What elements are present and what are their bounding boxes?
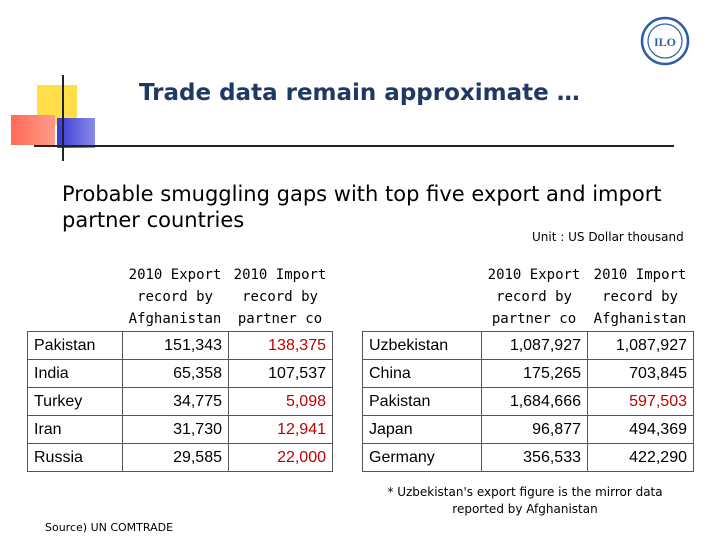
table-row: Turkey 34,775 5,098 — [27, 387, 333, 416]
source-note: Source) UN COMTRADE — [45, 521, 174, 534]
right-trade-table: Uzbekistan 1,087,927 1,087,927 China 175,265… — [362, 331, 694, 472]
import-value-cell: 138,375 — [228, 331, 333, 360]
export-value-cell: 65,358 — [122, 359, 229, 388]
footnote: * Uzbekistan's export figure is the mirr… — [387, 485, 663, 516]
country-cell: Germany — [362, 443, 482, 472]
ilo-logo: ILO — [640, 16, 690, 66]
table-row: Japan 96,877 494,369 — [362, 415, 694, 444]
country-cell: India — [27, 359, 123, 388]
left-trade-table: Pakistan 151,343 138,375 India 65,358 107,537… — [27, 331, 333, 472]
export-value-cell: 1,087,927 — [481, 331, 588, 360]
logo-text: ILO — [654, 35, 676, 49]
import-value-cell: 107,537 — [228, 359, 333, 388]
table-row: Pakistan 1,684,666 597,503 — [362, 387, 694, 416]
import-value-cell: 12,941 — [228, 415, 333, 444]
table-row: China 175,265 703,845 — [362, 359, 694, 388]
import-value-cell: 22,000 — [228, 443, 333, 472]
country-cell: Turkey — [27, 387, 123, 416]
slide-title: Trade data remain approximate … — [139, 80, 580, 106]
export-value-cell: 356,533 — [481, 443, 588, 472]
decor-vertical-line — [62, 75, 64, 161]
export-value-cell: 151,343 — [122, 331, 229, 360]
table-row: Iran 31,730 12,941 — [27, 415, 333, 444]
country-cell: Pakistan — [27, 331, 123, 360]
left-header-import: 2010 Import record by partner co — [233, 267, 327, 327]
table-row: Russia 29,585 22,000 — [27, 443, 333, 472]
country-cell: Pakistan — [362, 387, 482, 416]
country-cell: Iran — [27, 415, 123, 444]
decor-red-square — [11, 115, 55, 145]
right-header-export: 2010 Export record by partner co — [487, 267, 581, 327]
import-value-cell: 1,087,927 — [587, 331, 694, 360]
table-row: India 65,358 107,537 — [27, 359, 333, 388]
export-value-cell: 96,877 — [481, 415, 588, 444]
export-value-cell: 175,265 — [481, 359, 588, 388]
import-value-cell: 494,369 — [587, 415, 694, 444]
table-row: Germany 356,533 422,290 — [362, 443, 694, 472]
right-header-import: 2010 Import record by Afghanistan — [593, 267, 687, 327]
import-value-cell: 422,290 — [587, 443, 694, 472]
export-value-cell: 34,775 — [122, 387, 229, 416]
country-cell: Uzbekistan — [362, 331, 482, 360]
export-value-cell: 1,684,666 — [481, 387, 588, 416]
decor-horizontal-line — [34, 145, 674, 147]
import-value-cell: 5,098 — [228, 387, 333, 416]
unit-label: Unit : US Dollar thousand — [532, 230, 684, 244]
export-value-cell: 29,585 — [122, 443, 229, 472]
country-cell: Japan — [362, 415, 482, 444]
slide-subtitle: Probable smuggling gaps with top five ex… — [62, 182, 662, 232]
country-cell: China — [362, 359, 482, 388]
country-cell: Russia — [27, 443, 123, 472]
table-row: Pakistan 151,343 138,375 — [27, 331, 333, 360]
import-value-cell: 597,503 — [587, 387, 694, 416]
table-row: Uzbekistan 1,087,927 1,087,927 — [362, 331, 694, 360]
export-value-cell: 31,730 — [122, 415, 229, 444]
left-header-export: 2010 Export record by Afghanistan — [128, 267, 222, 327]
import-value-cell: 703,845 — [587, 359, 694, 388]
